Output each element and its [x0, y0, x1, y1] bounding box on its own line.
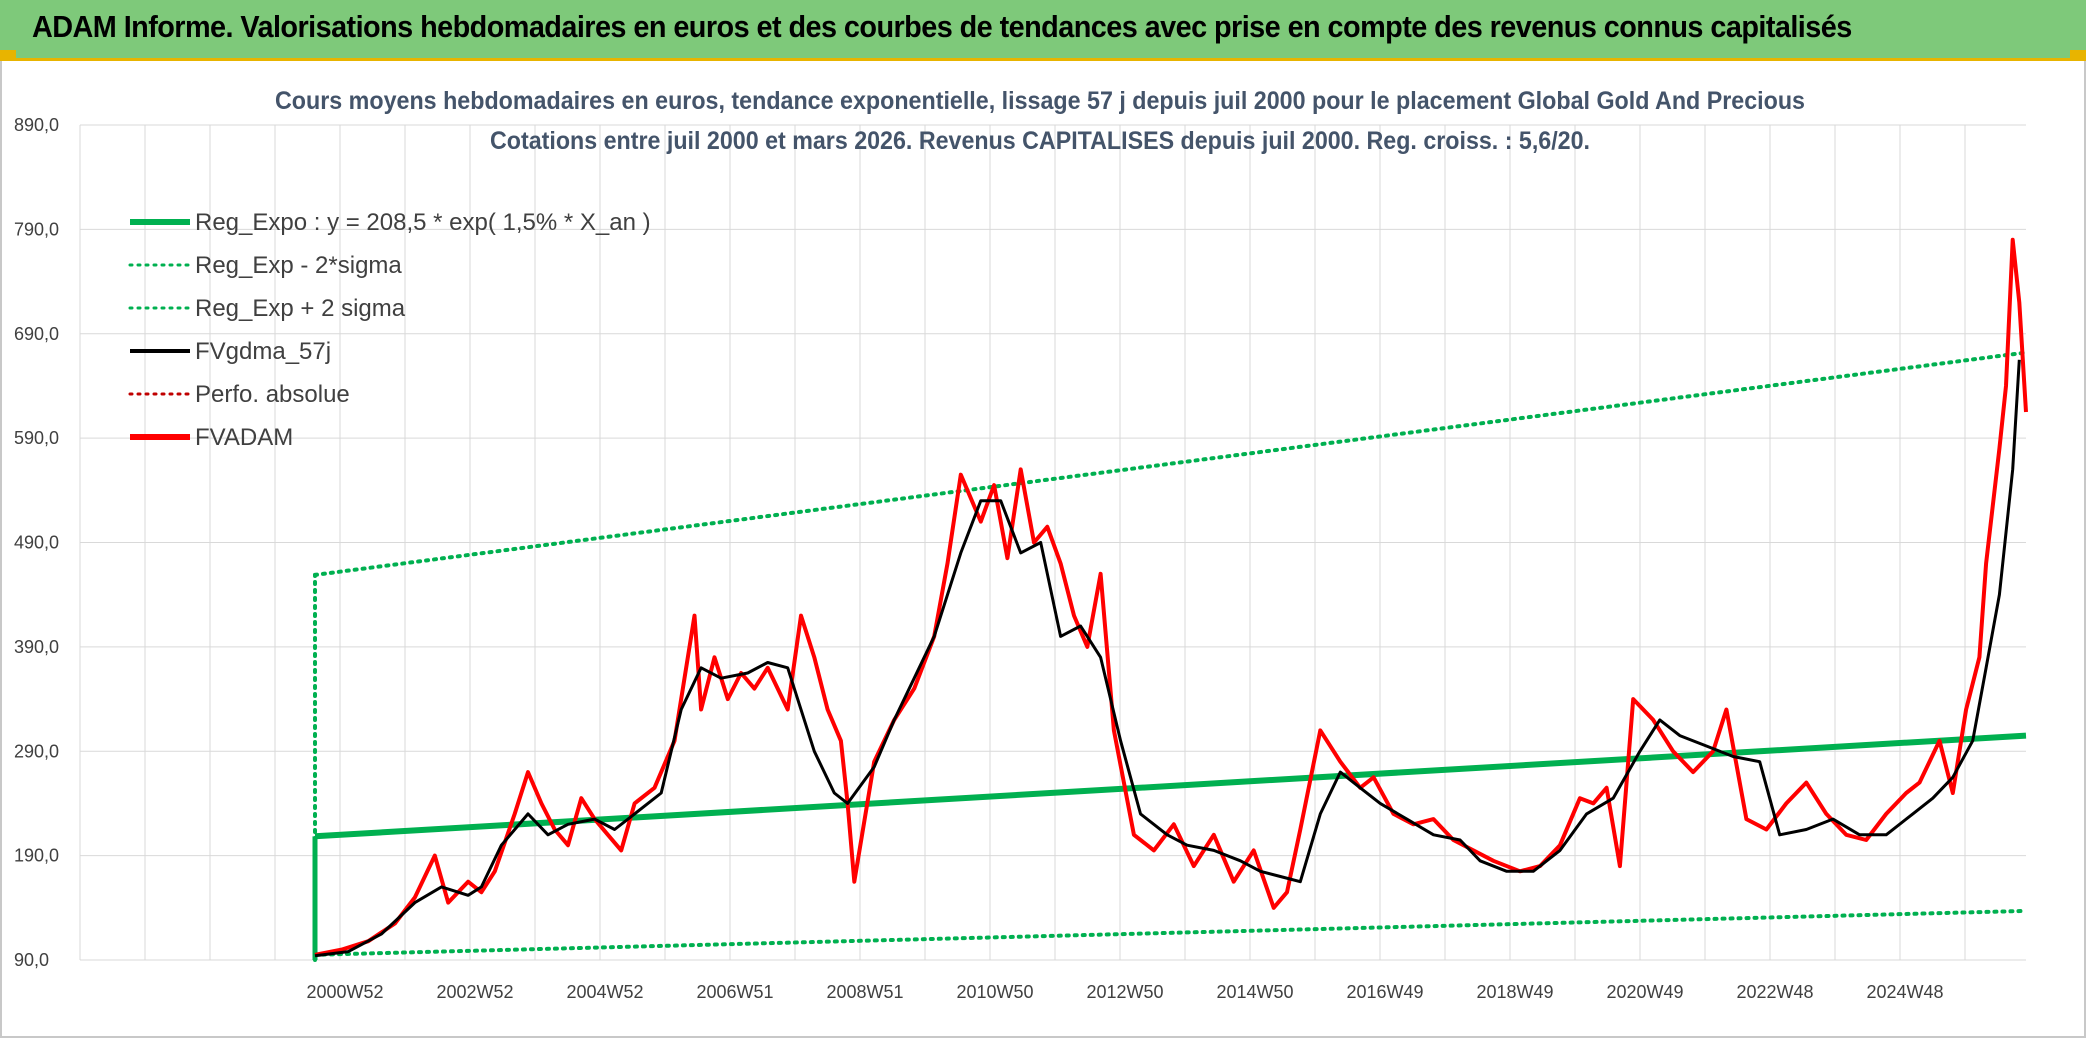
fvgdma-line — [314, 359, 2021, 958]
legend-label: Perfo. absolue — [195, 381, 350, 408]
reg-minus-2sigma-line — [313, 908, 2028, 957]
y-tick-label: 190,0 — [14, 846, 59, 866]
reg-expo-line — [314, 732, 2027, 840]
y-tick-label: 390,0 — [14, 637, 59, 657]
x-tick-label: 2000W52 — [306, 982, 383, 1002]
x-tick-label: 2018W49 — [1476, 982, 1553, 1002]
legend-label: FVgdma_57j — [195, 338, 331, 365]
y-tick-label: 890,0 — [14, 115, 59, 135]
x-tick-label: 2014W50 — [1216, 982, 1293, 1002]
legend-label: FVADAM — [195, 424, 293, 451]
y-axis-tick-labels: 890,0 790,0 690,0 590,0 490,0 390,0 290,0 190,0… — [14, 115, 59, 970]
chart-title-line2: Cotations entre juil 2000 et mars 2026. … — [490, 127, 1590, 155]
fvadam-line — [314, 237, 2028, 957]
x-tick-label: 2008W51 — [826, 982, 903, 1002]
reg-plus-2sigma-line — [313, 350, 2028, 577]
report-title: ADAM Informe. Valorisations hebdomadaire… — [32, 9, 1852, 44]
banner-corner-right — [2070, 50, 2086, 58]
legend-label: Reg_Exp - 2*sigma — [195, 252, 402, 279]
legend-label: Reg_Expo : y = 208,5 * exp( 1,5% * X_an … — [195, 209, 651, 236]
banner-corner-left — [0, 50, 16, 58]
x-tick-label: 2020W49 — [1606, 982, 1683, 1002]
legend: Reg_Expo : y = 208,5 * exp( 1,5% * X_an … — [128, 209, 651, 451]
x-tick-label: 2024W48 — [1866, 982, 1943, 1002]
legend-label: Reg_Exp + 2 sigma — [195, 295, 406, 322]
y-tick-label: 690,0 — [14, 324, 59, 344]
x-tick-label: 2006W51 — [696, 982, 773, 1002]
series-lines — [312, 237, 2028, 962]
y-tick-label: 590,0 — [14, 428, 59, 448]
x-tick-label: 2004W52 — [566, 982, 643, 1002]
y-tick-label: 490,0 — [14, 533, 59, 553]
report-banner: ADAM Informe. Valorisations hebdomadaire… — [0, 0, 2086, 61]
x-tick-label: 2002W52 — [436, 982, 513, 1002]
y-tick-label: 790,0 — [14, 219, 59, 239]
x-tick-label: 2010W50 — [956, 982, 1033, 1002]
y-tick-label: 290,0 — [14, 741, 59, 761]
x-tick-label: 2016W49 — [1346, 982, 1423, 1002]
x-tick-label: 2012W50 — [1086, 982, 1163, 1002]
chart-title-line1: Cours moyens hebdomadaires en euros, ten… — [275, 87, 1805, 115]
x-axis-tick-labels: 2000W52 2002W52 2004W52 2006W51 2008W51 2010W… — [306, 982, 1943, 1002]
x-tick-label: 2022W48 — [1736, 982, 1813, 1002]
y-tick-label: 90,0 — [14, 950, 49, 970]
